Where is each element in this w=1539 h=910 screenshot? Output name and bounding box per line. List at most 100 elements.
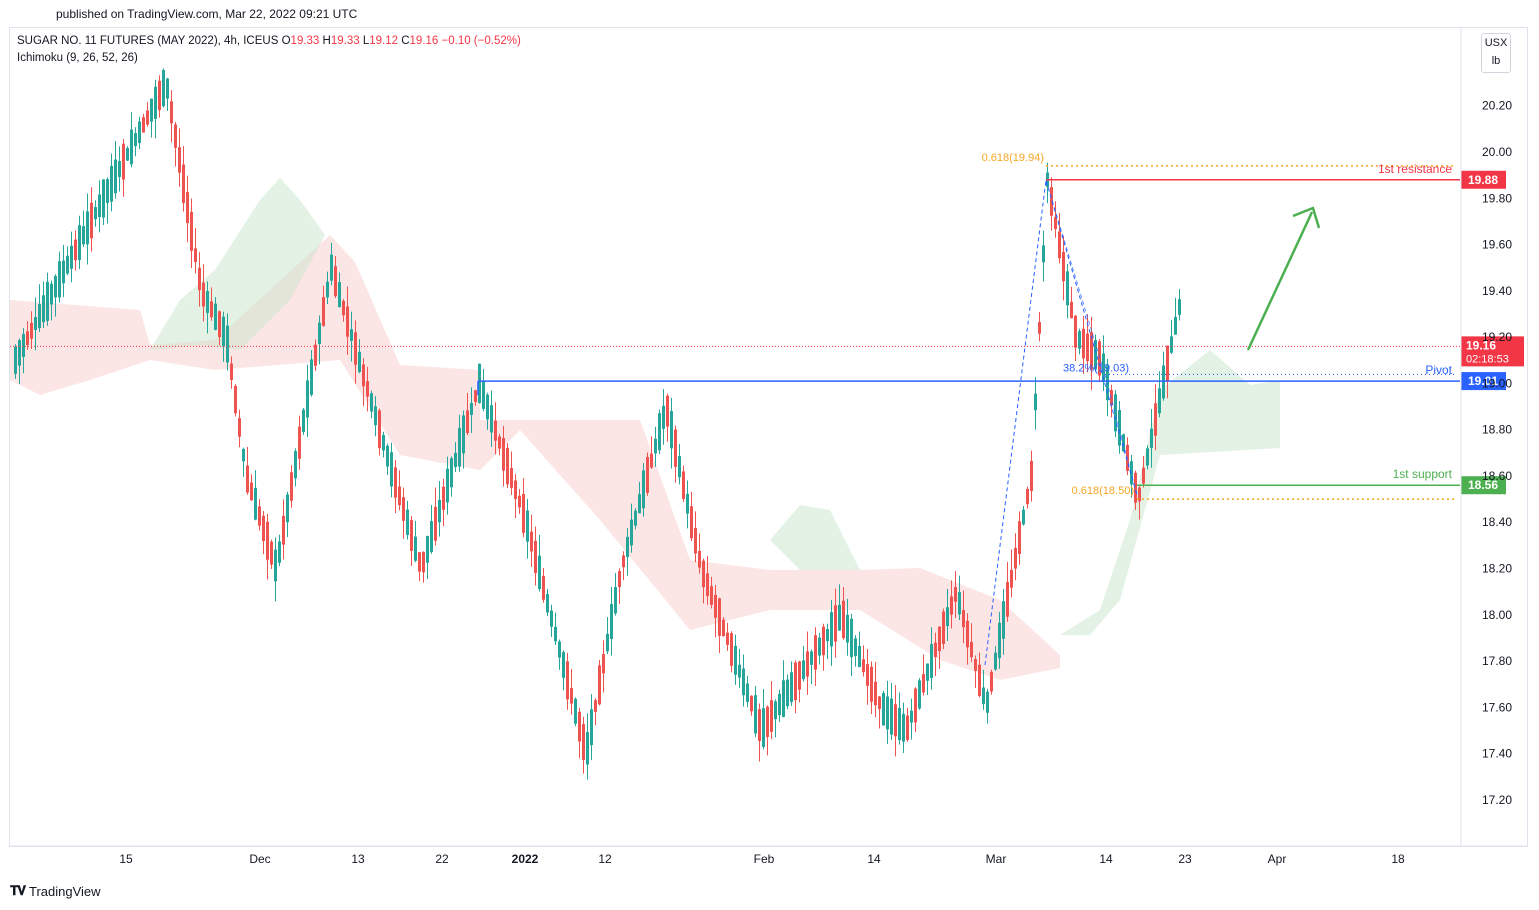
candle-body <box>114 159 117 194</box>
candle-body <box>346 306 349 337</box>
x-tick-label: 2022 <box>512 852 539 866</box>
candle-body <box>1018 521 1021 555</box>
candle-body <box>530 531 533 552</box>
x-tick-label: Apr <box>1268 852 1287 866</box>
candle-body <box>762 708 765 747</box>
candle-body <box>690 506 693 539</box>
change-value: −0.10 (−0.52%) <box>441 35 521 47</box>
candle-body <box>798 661 801 690</box>
candle-body <box>366 381 369 397</box>
candle-body <box>678 456 681 478</box>
candle-body <box>126 147 129 161</box>
candle-body <box>26 331 29 346</box>
candle-body <box>42 295 45 323</box>
candle-body <box>826 629 829 642</box>
candle-body <box>714 594 717 618</box>
candle-body <box>1038 322 1041 334</box>
candle-body <box>698 550 701 568</box>
candle-body <box>354 332 357 365</box>
tradingview-logo-icon: 𝐓𝐕 <box>10 883 26 898</box>
candles <box>14 68 1181 780</box>
candle-body <box>598 665 601 705</box>
currency-label: USX <box>1484 37 1508 49</box>
candle-body <box>322 297 325 326</box>
unit-selector[interactable]: USX lb <box>1481 33 1511 73</box>
published-note: published on TradingView.com, Mar 22, 20… <box>56 7 358 21</box>
footer-brand: TradingView <box>29 883 101 899</box>
candle-body <box>50 283 53 305</box>
countdown-text: 02:18:53 <box>1466 353 1509 365</box>
symbol-legend[interactable]: SUGAR NO. 11 FUTURES (MAY 2022), 4h, ICE… <box>17 35 521 47</box>
y-tick-label: 18.80 <box>1482 423 1512 437</box>
candle-body <box>922 674 925 693</box>
candle-body <box>1014 547 1017 569</box>
candle-body <box>590 709 593 746</box>
candle-body <box>142 117 145 133</box>
candle-body <box>474 390 477 403</box>
time-axis: 15 Dec 13 22 2022 12 Feb 14 Mar 14 23 Apr 18 <box>10 845 1528 866</box>
candle-body <box>70 245 73 269</box>
candle-body <box>614 587 617 614</box>
candle-body <box>802 660 805 680</box>
candle-body <box>866 664 869 686</box>
indicator-legend[interactable]: Ichimoku (9, 26, 52, 26) <box>17 52 138 64</box>
candle-body <box>542 575 545 600</box>
resistance-label: 1st resistance <box>1378 162 1452 176</box>
candle-body <box>1002 601 1005 639</box>
y-tick-label: 19.40 <box>1482 284 1512 298</box>
candle-body <box>846 614 849 643</box>
candle-body <box>842 600 845 639</box>
candle-body <box>586 732 589 765</box>
candle-body <box>1162 365 1165 399</box>
candle-body <box>914 688 917 723</box>
candle-body <box>758 709 761 741</box>
candle-body <box>418 552 421 572</box>
fib-level-label: 0.618(19.94) <box>982 152 1044 164</box>
candle-body <box>562 652 565 678</box>
candle-body <box>378 410 381 449</box>
candle-body <box>278 541 281 563</box>
candle-body <box>954 587 957 602</box>
candle-body <box>1170 336 1173 353</box>
candle-body <box>1026 488 1029 505</box>
candle-body <box>650 453 653 468</box>
candle-body <box>94 207 97 220</box>
candle-body <box>670 410 673 449</box>
candle-body <box>414 536 417 561</box>
candle-body <box>274 549 277 582</box>
candle-body <box>578 711 581 742</box>
candle-body <box>202 282 205 307</box>
candle-body <box>306 380 309 418</box>
x-tick-label: 15 <box>119 852 133 866</box>
candle-body <box>494 420 497 441</box>
candle-body <box>854 638 857 657</box>
support-price-text: 18.56 <box>1468 478 1498 492</box>
unit-label: lb <box>1491 55 1501 67</box>
candle-body <box>386 445 389 467</box>
candle-body <box>1178 299 1181 315</box>
candle-body <box>462 415 465 454</box>
candle-body <box>810 651 813 665</box>
candle-body <box>38 304 41 329</box>
candle-body <box>730 633 733 666</box>
pivot-price-text: 19.01 <box>1468 374 1498 388</box>
candle-body <box>1174 316 1177 335</box>
candle-body <box>246 465 249 493</box>
candle-body <box>350 329 353 341</box>
candle-body <box>694 527 697 554</box>
fib-level-label: 0.618(18.50) <box>1072 485 1134 497</box>
x-tick-label: 13 <box>351 852 365 866</box>
candle-body <box>1006 582 1009 617</box>
candle-body <box>258 506 261 526</box>
candle-body <box>738 664 741 678</box>
candle-body <box>534 540 537 574</box>
candle-body <box>1166 345 1169 381</box>
candle-body <box>82 226 85 245</box>
candle-body <box>790 672 793 703</box>
candle-body <box>1098 341 1101 376</box>
low-value: 19.12 <box>369 35 399 47</box>
y-tick-label: 19.60 <box>1482 238 1512 252</box>
candle-body <box>134 133 137 147</box>
projection-arrowhead-icon <box>1292 206 1321 229</box>
